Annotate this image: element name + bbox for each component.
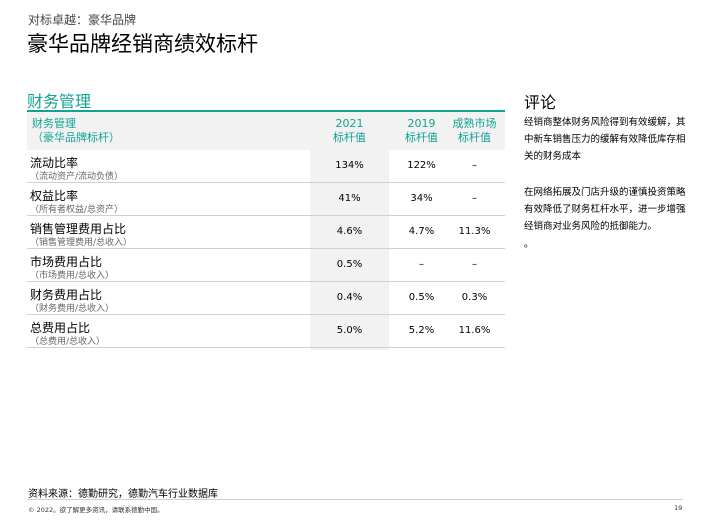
cell-mature-market: 0.3%: [461, 292, 488, 303]
section-title: 财务管理: [27, 92, 92, 111]
page-number: 19: [674, 504, 683, 512]
cell-2019: –: [419, 259, 424, 270]
footer-rule: [27, 499, 683, 500]
row-sublabel: （所有者权益/总资产）: [30, 205, 124, 215]
row-label: 总费用占比: [30, 321, 91, 335]
source-note: 资料来源：德勤研究，德勤汽车行业数据库: [28, 489, 218, 500]
cell-2021: 41%: [338, 193, 361, 204]
row-label: 财务费用占比: [30, 288, 103, 302]
row-label: 市场费用占比: [30, 255, 103, 269]
header-line: 2019: [407, 117, 436, 130]
header-line: 成熟市场: [452, 117, 497, 130]
copyright-text: © 2022。欲了解更多资讯，请联系德勤中国。: [28, 506, 164, 514]
cell-mature-market: 11.3%: [458, 226, 491, 237]
table-row: 市场费用占比 （市场费用/总收入） 0.5% – –: [27, 249, 505, 282]
cell-2019: 4.7%: [408, 226, 435, 237]
row-sublabel: （财务费用/总收入）: [30, 304, 115, 314]
header-line: 标杆值: [458, 131, 491, 144]
header-line: 标杆值: [333, 131, 366, 144]
header-line: 财务管理: [32, 117, 76, 130]
cell-mature-market: –: [472, 259, 477, 270]
table-row: 销售管理费用占比 （销售管理费用/总收入） 4.6% 4.7% 11.3%: [27, 216, 505, 249]
cell-2021: 134%: [335, 160, 364, 171]
header-line: （豪华品牌标杆）: [32, 131, 120, 144]
cell-2021: 0.5%: [336, 259, 363, 270]
row-label: 流动比率: [30, 156, 79, 170]
highlight-column: [310, 150, 389, 350]
cell-2021: 4.6%: [336, 226, 363, 237]
cell-mature-market: –: [472, 160, 477, 171]
cell-mature-market: 11.6%: [458, 325, 491, 336]
header-cell-mature-market: 成熟市场 标杆值: [435, 117, 514, 145]
eyebrow-text: 对标卓越：豪华品牌: [28, 13, 137, 27]
cell-2021: 0.4%: [336, 292, 363, 303]
row-label: 权益比率: [30, 189, 79, 203]
cell-2019: 5.2%: [408, 325, 435, 336]
row-sublabel: （总费用/总收入）: [30, 337, 106, 347]
commentary-paragraph: 经销商整体财务风险得到有效缓解，其中新车销售压力的缓解有效降低库存相关的财务成本: [524, 117, 686, 162]
page-title: 豪华品牌经销商绩效标杆: [27, 32, 258, 56]
table-row: 财务费用占比 （财务费用/总收入） 0.4% 0.5% 0.3%: [27, 282, 505, 315]
table-header-band: [27, 112, 505, 150]
header-line: 标杆值: [405, 131, 438, 144]
header-cell-2021: 2021 标杆值: [310, 117, 389, 145]
table-row: 流动比率 （流动资产/流动负债） 134% 122% –: [27, 150, 505, 183]
row-sublabel: （销售管理费用/总收入）: [30, 238, 133, 248]
table-row: 权益比率 （所有者权益/总资产） 41% 34% –: [27, 183, 505, 216]
header-cell-2019: 2019 标杆值: [382, 117, 461, 145]
row-sublabel: （市场费用/总收入）: [30, 271, 115, 281]
cell-2019: 34%: [410, 193, 433, 204]
commentary-title: 评论: [524, 93, 557, 112]
header-cell-metric: 财务管理 （豪华品牌标杆）: [32, 117, 120, 145]
commentary-paragraph: 。: [524, 239, 534, 250]
row-sublabel: （流动资产/流动负债）: [30, 172, 124, 182]
table-row: 总费用占比 （总费用/总收入） 5.0% 5.2% 11.6%: [27, 315, 505, 348]
cell-2021: 5.0%: [336, 325, 363, 336]
cell-mature-market: –: [472, 193, 477, 204]
section-rule: [27, 110, 505, 112]
cell-2019: 122%: [407, 160, 436, 171]
header-line: 2021: [335, 117, 364, 130]
row-label: 销售管理费用占比: [30, 222, 127, 236]
cell-2019: 0.5%: [408, 292, 435, 303]
commentary-paragraph: 在网络拓展及门店升级的谨慎投资策略有效降低了财务杠杆水平，进一步增强经销商对业务…: [524, 187, 686, 232]
